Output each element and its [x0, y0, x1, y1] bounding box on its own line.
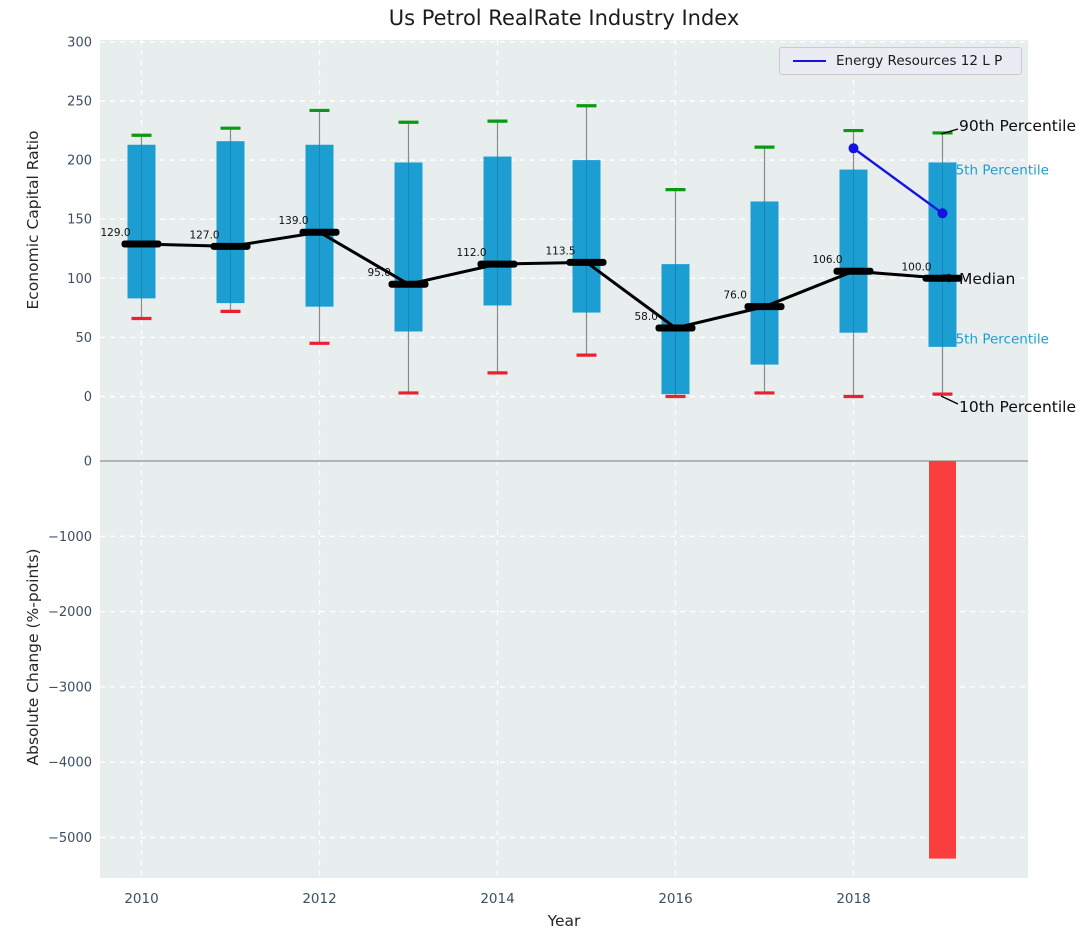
label-10th-percentile: 10th Percentile — [959, 398, 1076, 416]
top-y-tick-label: 300 — [67, 35, 92, 50]
median-marker — [299, 228, 340, 236]
top-y-tick-label: 50 — [75, 331, 92, 346]
bottom-y-tick-label: −2000 — [48, 605, 92, 620]
median-line — [141, 230, 943, 330]
bottom-y-tick-label: −4000 — [48, 756, 92, 771]
median-marker — [210, 242, 251, 250]
x-tick-label: 2018 — [836, 891, 870, 907]
label-median: Median — [959, 270, 1015, 288]
median-marker — [833, 267, 874, 275]
median-marker — [477, 260, 518, 268]
median-value-label: 127.0 — [190, 229, 220, 241]
top-y-tick-label: 100 — [67, 272, 92, 287]
top-y-tick-label: 200 — [67, 154, 92, 169]
gridlines — [100, 40, 1028, 878]
median-marker — [566, 258, 607, 266]
top-y-axis-label: Economic Capital Ratio — [24, 130, 42, 310]
whiskers — [140, 105, 944, 397]
x-axis-label: Year — [547, 912, 581, 930]
median-arrowhead — [948, 273, 958, 283]
bottom-y-tick-label: 0 — [84, 455, 92, 470]
median-value-label: 112.0 — [457, 247, 487, 259]
median-marker — [744, 303, 785, 311]
label-90th-percentile: 90th Percentile — [959, 117, 1076, 135]
median-value-label: 129.0 — [101, 227, 131, 239]
p10-connector — [940, 395, 959, 405]
chart-title: Us Petrol RealRate Industry Index — [388, 6, 740, 30]
negative-change-bar — [929, 461, 956, 859]
bottom-y-axis-label: Absolute Change (%-points) — [24, 548, 42, 766]
label-75th-percentile: 75th Percentile — [947, 163, 1049, 179]
p90-connector — [940, 128, 959, 135]
legend-entry-label: Energy Resources 12 L P — [836, 53, 1003, 69]
plot-background — [100, 40, 1028, 878]
series-line — [852, 147, 944, 215]
x-tick-label: 2010 — [124, 891, 158, 907]
legend: Energy Resources 12 L P — [779, 47, 1022, 75]
median-value-label: 76.0 — [724, 290, 747, 302]
x-tick-label: 2016 — [658, 891, 692, 907]
median-value-label: 113.5 — [546, 245, 576, 257]
top-y-tick-label: 150 — [67, 213, 92, 228]
top-y-tick-label: 250 — [67, 95, 92, 110]
label-25th-percentile: 25th Percentile — [947, 332, 1049, 348]
series-point — [848, 143, 859, 154]
median-value-label: 95.0 — [368, 267, 391, 279]
top-y-tick-label: 0 — [84, 390, 92, 405]
legend-line-sample — [793, 60, 826, 62]
bottom-y-tick-label: −1000 — [48, 530, 92, 545]
median-value-label: 106.0 — [813, 254, 843, 266]
median-value-label: 58.0 — [635, 311, 658, 323]
series-point — [937, 208, 948, 219]
percentile-boxes — [127, 104, 957, 399]
bottom-y-tick-label: −3000 — [48, 680, 92, 695]
bottom-y-tick-label: −5000 — [48, 831, 92, 846]
x-tick-label: 2014 — [480, 891, 514, 907]
median-marker — [121, 240, 162, 248]
median-marker — [388, 280, 429, 288]
median-marker — [655, 324, 696, 332]
median-value-label: 100.0 — [902, 261, 932, 273]
x-tick-label: 2012 — [302, 891, 336, 907]
median-value-label: 139.0 — [279, 215, 309, 227]
